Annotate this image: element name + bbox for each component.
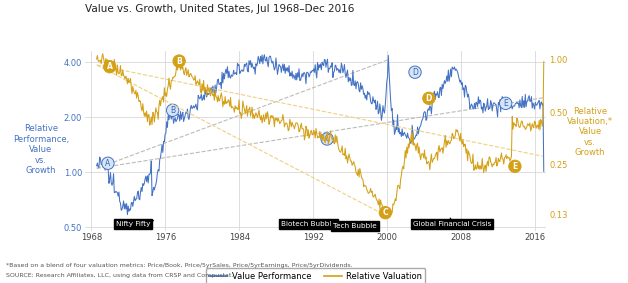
Text: Biotech Bubble: Biotech Bubble (281, 221, 336, 227)
Text: Global Financial Crisis: Global Financial Crisis (413, 218, 491, 227)
Y-axis label: Relative
Performance,
Value
vs.
Growth: Relative Performance, Value vs. Growth (13, 125, 69, 175)
Text: D: D (412, 68, 418, 77)
Y-axis label: Relative
Valuation,*
Value
vs.
Growth: Relative Valuation,* Value vs. Growth (567, 106, 614, 157)
Text: C: C (325, 134, 330, 143)
Text: E: E (512, 162, 517, 171)
Text: SOURCE: Research Affiliates, LLC, using data from CRSP and Compustat.: SOURCE: Research Affiliates, LLC, using … (6, 273, 234, 278)
Text: B: B (176, 57, 182, 66)
Text: *Based on a blend of four valuation metrics: Price/Book, Price/5yrSales, Price/5: *Based on a blend of four valuation metr… (6, 263, 353, 269)
Text: A: A (106, 159, 111, 168)
Text: E: E (503, 99, 508, 108)
Text: Nifty Fifty: Nifty Fifty (116, 220, 153, 227)
Text: C: C (382, 208, 388, 217)
Text: D: D (426, 94, 432, 103)
Text: Tech Bubble: Tech Bubble (333, 223, 377, 229)
Text: A: A (107, 62, 112, 71)
Text: B: B (170, 106, 175, 115)
Text: Value vs. Growth, United States, Jul 1968–Dec 2016: Value vs. Growth, United States, Jul 196… (85, 4, 354, 14)
Legend: Value Performance, Relative Valuation: Value Performance, Relative Valuation (206, 268, 425, 283)
